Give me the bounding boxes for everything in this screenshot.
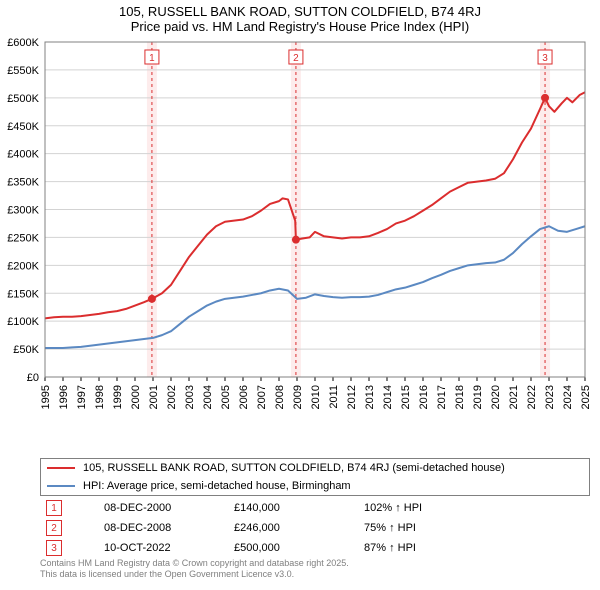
- transaction-date: 08-DEC-2000: [104, 502, 234, 514]
- svg-text:£400K: £400K: [7, 149, 39, 161]
- transaction-price: £246,000: [234, 522, 364, 534]
- transaction-price: £500,000: [234, 542, 364, 554]
- svg-text:£50K: £50K: [13, 344, 39, 356]
- transaction-date: 08-DEC-2008: [104, 522, 234, 534]
- svg-text:£500K: £500K: [7, 93, 39, 105]
- transaction-date: 10-OCT-2022: [104, 542, 234, 554]
- svg-text:1996: 1996: [58, 385, 70, 409]
- svg-text:2021: 2021: [508, 385, 520, 409]
- svg-text:£300K: £300K: [7, 205, 39, 217]
- transaction-price: £140,000: [234, 502, 364, 514]
- svg-text:2016: 2016: [418, 385, 430, 409]
- svg-text:£250K: £250K: [7, 232, 39, 244]
- footer-line2: This data is licensed under the Open Gov…: [40, 569, 349, 580]
- svg-text:2006: 2006: [238, 385, 250, 409]
- legend-swatch: [47, 467, 75, 469]
- svg-text:2: 2: [293, 53, 299, 64]
- footer-line1: Contains HM Land Registry data © Crown c…: [40, 558, 349, 569]
- svg-text:2009: 2009: [292, 385, 304, 409]
- svg-text:3: 3: [542, 53, 548, 64]
- svg-text:1999: 1999: [112, 385, 124, 409]
- svg-text:£200K: £200K: [7, 260, 39, 272]
- svg-text:£550K: £550K: [7, 65, 39, 77]
- svg-text:£600K: £600K: [7, 37, 39, 49]
- svg-text:£350K: £350K: [7, 177, 39, 189]
- transaction-row: 1 08-DEC-2000£140,000102% ↑ HPI: [40, 498, 588, 518]
- legend-label: HPI: Average price, semi-detached house,…: [83, 480, 351, 492]
- svg-text:2010: 2010: [310, 385, 322, 409]
- legend-label: 105, RUSSELL BANK ROAD, SUTTON COLDFIELD…: [83, 462, 505, 474]
- svg-text:2024: 2024: [562, 385, 574, 409]
- transaction-marker: 1: [46, 500, 62, 516]
- svg-text:2019: 2019: [472, 385, 484, 409]
- svg-text:2017: 2017: [436, 385, 448, 409]
- svg-text:2022: 2022: [526, 385, 538, 409]
- svg-text:2008: 2008: [274, 385, 286, 409]
- chart-title-line2: Price paid vs. HM Land Registry's House …: [0, 19, 600, 34]
- legend-item: HPI: Average price, semi-detached house,…: [41, 477, 589, 495]
- svg-text:1998: 1998: [94, 385, 106, 409]
- svg-text:2002: 2002: [166, 385, 178, 409]
- legend-swatch: [47, 485, 75, 487]
- transaction-comparison: 102% ↑ HPI: [364, 502, 514, 514]
- svg-text:2014: 2014: [382, 385, 394, 409]
- svg-text:2023: 2023: [544, 385, 556, 409]
- svg-text:£450K: £450K: [7, 121, 39, 133]
- transaction-row: 3 10-OCT-2022£500,00087% ↑ HPI: [40, 538, 588, 558]
- svg-text:£100K: £100K: [7, 316, 39, 328]
- legend-item: 105, RUSSELL BANK ROAD, SUTTON COLDFIELD…: [41, 459, 589, 477]
- transaction-marker: 2: [46, 520, 62, 536]
- svg-text:2001: 2001: [148, 385, 160, 409]
- chart-title-line1: 105, RUSSELL BANK ROAD, SUTTON COLDFIELD…: [0, 4, 600, 19]
- price-chart: 123£0£50K£100K£150K£200K£250K£300K£350K£…: [40, 42, 590, 422]
- transactions-table: 1 08-DEC-2000£140,000102% ↑ HPI 2 08-DEC-20…: [40, 498, 588, 558]
- svg-text:1997: 1997: [76, 385, 88, 409]
- svg-text:1995: 1995: [40, 385, 52, 409]
- svg-text:2020: 2020: [490, 385, 502, 409]
- svg-text:1: 1: [149, 53, 155, 64]
- transaction-comparison: 87% ↑ HPI: [364, 542, 514, 554]
- svg-text:2000: 2000: [130, 385, 142, 409]
- svg-text:2005: 2005: [220, 385, 232, 409]
- svg-text:2012: 2012: [346, 385, 358, 409]
- svg-text:2025: 2025: [580, 385, 592, 409]
- svg-text:2011: 2011: [328, 385, 340, 409]
- svg-text:2003: 2003: [184, 385, 196, 409]
- svg-text:2004: 2004: [202, 385, 214, 409]
- svg-text:2018: 2018: [454, 385, 466, 409]
- transaction-row: 2 08-DEC-2008£246,00075% ↑ HPI: [40, 518, 588, 538]
- svg-text:2013: 2013: [364, 385, 376, 409]
- svg-text:2007: 2007: [256, 385, 268, 409]
- svg-text:£0: £0: [27, 372, 39, 384]
- svg-text:£150K: £150K: [7, 288, 39, 300]
- footer-attribution: Contains HM Land Registry data © Crown c…: [40, 558, 349, 580]
- svg-text:2015: 2015: [400, 385, 412, 409]
- transaction-comparison: 75% ↑ HPI: [364, 522, 514, 534]
- chart-legend: 105, RUSSELL BANK ROAD, SUTTON COLDFIELD…: [40, 458, 590, 496]
- transaction-marker: 3: [46, 540, 62, 556]
